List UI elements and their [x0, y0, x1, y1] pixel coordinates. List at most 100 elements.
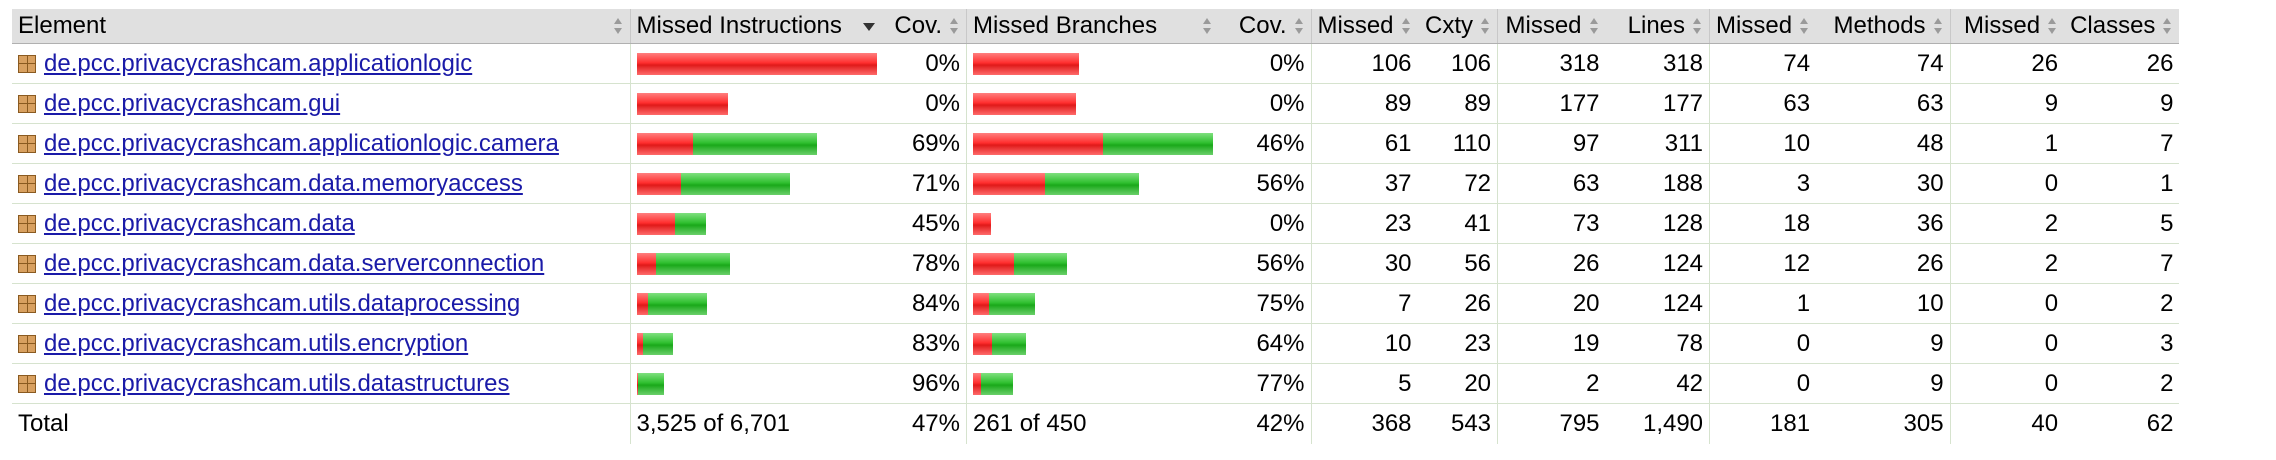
cxty: 41: [1417, 203, 1498, 244]
header-methods[interactable]: Methods: [1816, 9, 1951, 44]
sort-icon: [2048, 18, 2057, 34]
missed-cxty: 10: [1310, 323, 1418, 364]
missed-branches-bar: [966, 243, 1219, 284]
classes: 2: [2064, 283, 2180, 324]
total-instructions: 3,525 of 6,701: [629, 403, 883, 444]
missed-branches-bar: [966, 123, 1219, 164]
sort-icon: [950, 18, 958, 34]
methods: 30: [1816, 163, 1951, 204]
cxty: 89: [1417, 83, 1498, 124]
covered-bar: [1014, 252, 1067, 275]
missed-instructions-bar: [629, 123, 883, 164]
missed-branches-bar: [966, 203, 1219, 244]
covered-bar: [989, 292, 1035, 315]
classes: 3: [2064, 323, 2180, 364]
package-link[interactable]: de.pcc.privacycrashcam.data: [44, 209, 355, 237]
package-icon: [18, 334, 36, 353]
table-row: de.pcc.privacycrashcam.data.memoryaccess…: [12, 163, 2180, 204]
missed-bar: [973, 332, 992, 355]
missed-bar: [636, 132, 693, 155]
total-missed-lines: 795: [1497, 403, 1606, 444]
missed-bar: [636, 332, 643, 355]
methods: 9: [1816, 363, 1951, 404]
package-icon: [18, 254, 36, 273]
package-link[interactable]: de.pcc.privacycrashcam.utils.datastructu…: [44, 369, 510, 397]
cxty: 23: [1417, 323, 1498, 364]
methods: 26: [1816, 243, 1951, 284]
sort-icon: [1401, 18, 1410, 34]
total-branches-coverage: 42%: [1256, 410, 1305, 437]
missed-branches-bar: [966, 83, 1219, 124]
covered-bar: [680, 172, 790, 195]
sort-icon: [613, 18, 622, 34]
branches-coverage: 75%: [1219, 283, 1311, 324]
classes: 7: [2064, 123, 2180, 164]
header-missed-classes[interactable]: Missed: [1949, 9, 2065, 44]
missed-cxty: 106: [1310, 43, 1418, 84]
element-cell: de.pcc.privacycrashcam.data: [12, 203, 630, 244]
missed-bar: [636, 252, 656, 275]
instructions-coverage: 96%: [882, 363, 967, 404]
package-link[interactable]: de.pcc.privacycrashcam.gui: [44, 89, 341, 117]
lines: 124: [1605, 243, 1710, 284]
classes: 7: [2064, 243, 2180, 284]
missed-instructions-bar: [629, 283, 883, 324]
package-link[interactable]: de.pcc.privacycrashcam.applicationlogic.…: [44, 129, 559, 157]
covered-bar: [655, 252, 730, 275]
covered-bar: [992, 332, 1026, 355]
classes: 2: [2064, 363, 2180, 404]
covered-bar: [1103, 132, 1213, 155]
missed-instructions-bar: [629, 163, 883, 204]
header-missed-lines[interactable]: Missed: [1497, 9, 1606, 44]
classes: 5: [2064, 203, 2180, 244]
total-classes: 62: [2146, 410, 2174, 437]
instructions-coverage: 45%: [882, 203, 967, 244]
missed-lines: 26: [1497, 243, 1606, 284]
methods: 9: [1816, 323, 1951, 364]
header-classes[interactable]: Classes: [2064, 9, 2180, 44]
header-lines[interactable]: Lines: [1605, 9, 1710, 44]
missed-bar: [973, 372, 981, 395]
methods: 48: [1816, 123, 1951, 164]
sort-icon: [1294, 18, 1303, 34]
package-icon: [18, 294, 36, 313]
covered-bar: [642, 332, 673, 355]
header-instructions-coverage[interactable]: Cov.: [882, 9, 967, 44]
element-cell: de.pcc.privacycrashcam.applicationlogic: [12, 43, 630, 84]
header-branches-coverage[interactable]: Cov.: [1219, 9, 1311, 44]
cxty: 72: [1417, 163, 1498, 204]
package-link[interactable]: de.pcc.privacycrashcam.applicationlogic: [44, 49, 473, 77]
missed-branches-bar: [966, 43, 1219, 84]
missed-bar: [973, 132, 1103, 155]
package-link[interactable]: de.pcc.privacycrashcam.utils.dataprocess…: [44, 289, 521, 317]
package-icon: [18, 94, 36, 113]
table-row: de.pcc.privacycrashcam.gui 0% 0% 89 89 177 177…: [12, 83, 2180, 124]
total-missed-classes: 40: [1949, 403, 2065, 444]
header-missed-instructions[interactable]: Missed Instructions: [629, 9, 883, 44]
missed-classes: 0: [1949, 163, 2065, 204]
header-missed-cxty[interactable]: Missed: [1310, 9, 1418, 44]
header-element[interactable]: Element: [12, 9, 630, 44]
lines: 124: [1605, 283, 1710, 324]
missed-cxty: 37: [1310, 163, 1418, 204]
lines: 318: [1605, 43, 1710, 84]
header-missed-branches[interactable]: Missed Branches: [966, 9, 1219, 44]
package-link[interactable]: de.pcc.privacycrashcam.utils.encryption: [44, 329, 469, 357]
missed-methods: 12: [1709, 243, 1817, 284]
missed-bar: [973, 292, 989, 315]
sort-icon: [1203, 18, 1211, 34]
header-cxty[interactable]: Cxty: [1417, 9, 1498, 44]
branches-coverage: 56%: [1219, 163, 1311, 204]
covered-bar: [981, 372, 1013, 395]
header-missed-methods[interactable]: Missed: [1709, 9, 1817, 44]
classes: 9: [2064, 83, 2180, 124]
table-row: de.pcc.privacycrashcam.applicationlogic.…: [12, 123, 2180, 164]
package-link[interactable]: de.pcc.privacycrashcam.data.serverconnec…: [44, 249, 545, 277]
element-cell: de.pcc.privacycrashcam.data.memoryaccess: [12, 163, 630, 204]
missed-bar: [973, 212, 991, 235]
missed-lines: 2: [1497, 363, 1606, 404]
total-cxty: 543: [1450, 410, 1492, 437]
sort-icon: [1481, 18, 1490, 34]
package-link[interactable]: de.pcc.privacycrashcam.data.memoryaccess: [44, 169, 523, 197]
table-row: de.pcc.privacycrashcam.data.serverconnec…: [12, 243, 2180, 284]
